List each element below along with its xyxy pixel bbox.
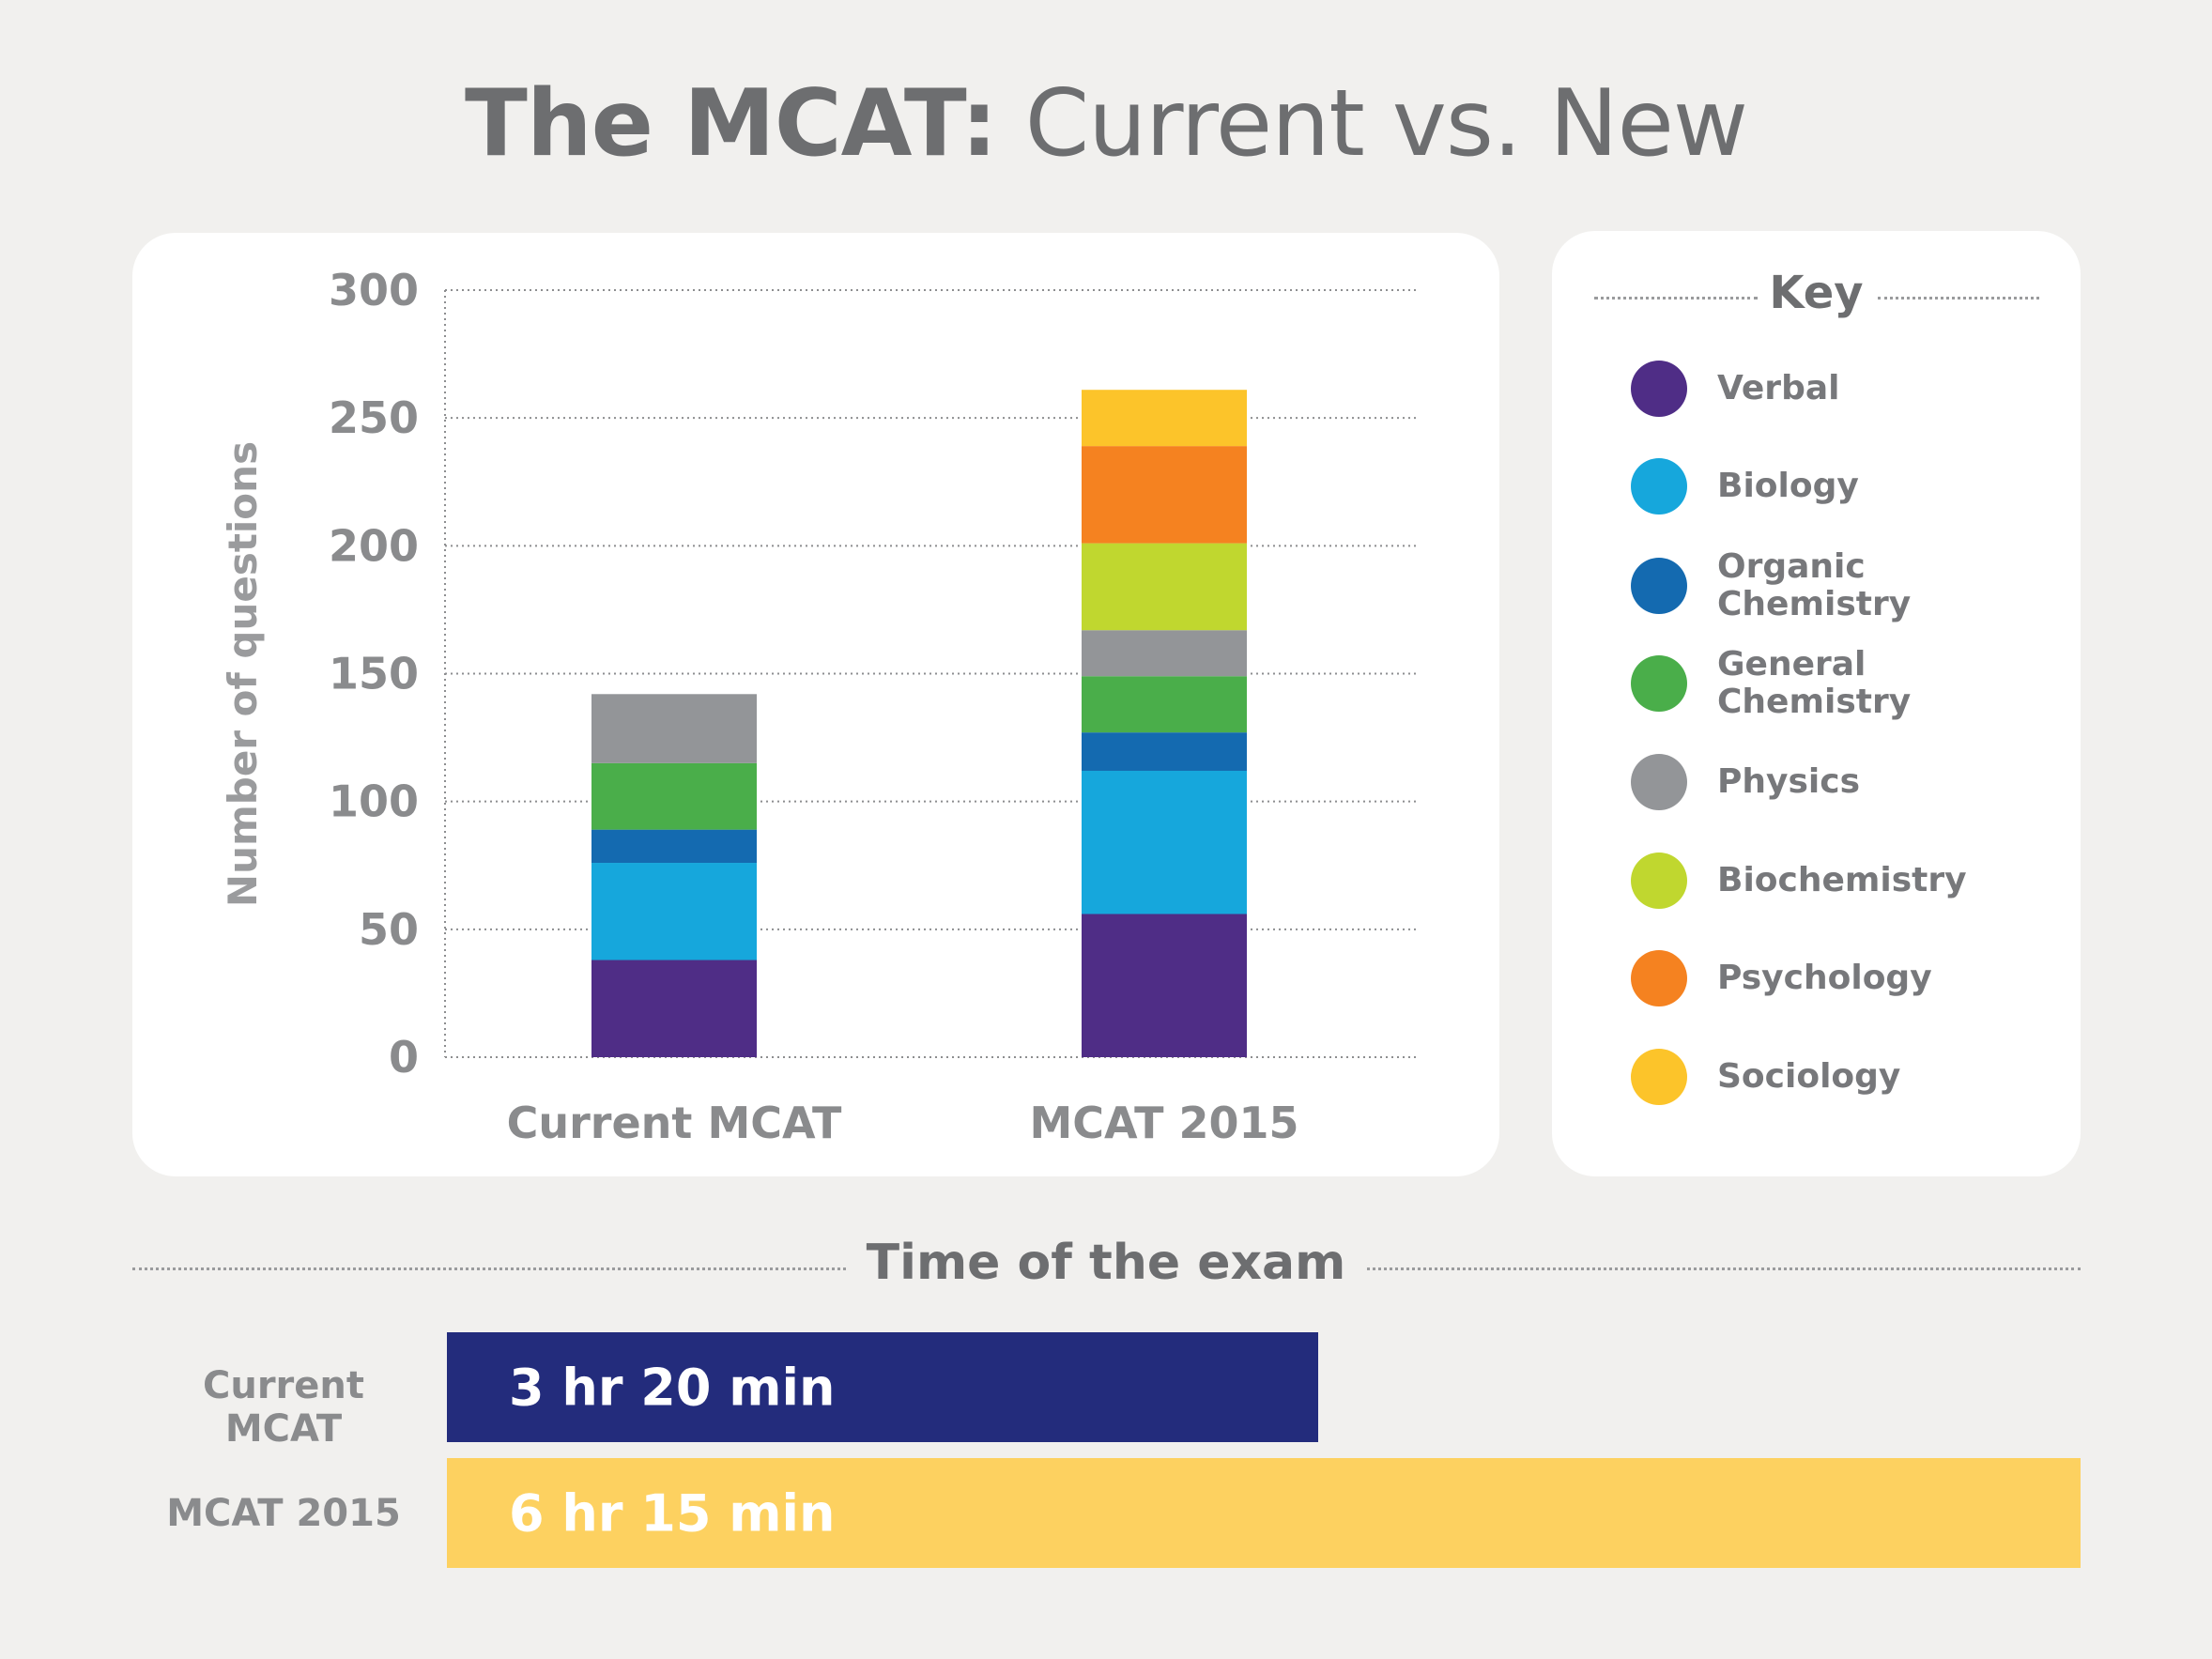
key-label: Verbal (1717, 370, 1989, 407)
bar-segment-mcat-2015-organic-chemistry (1082, 732, 1247, 771)
bar-segment-current-mcat-biology (591, 863, 757, 960)
key-label-line: Biochemistry (1717, 861, 1967, 899)
chart-panel: 0 50 100 150 200 250 300 Number of questions Cur… (132, 233, 1499, 1176)
time-row-label-new: MCAT 2015 (166, 1492, 401, 1535)
key-label-line: Chemistry (1717, 585, 1912, 623)
bar-segment-mcat-2015-general-chemistry (1082, 676, 1247, 733)
key-label: Sociology (1717, 1058, 1989, 1096)
time-bar-value-new: 6 hr 15 min (509, 1483, 836, 1543)
key-label-line: Verbal (1717, 369, 1840, 407)
bar-segment-mcat-2015-sociology (1082, 390, 1247, 447)
stacked-bar-chart: 0 50 100 150 200 250 300 Number of questions Cur… (220, 265, 1417, 1148)
x-tick-label-mcat-2015: MCAT 2015 (1030, 1098, 1299, 1148)
key-swatch-icon (1631, 853, 1687, 909)
bar-segment-current-mcat-general-chemistry (591, 762, 757, 830)
time-row-label-current: Current MCAT (202, 1364, 364, 1451)
key-swatch-icon (1631, 558, 1687, 614)
key-label-line: Organic (1717, 547, 1866, 586)
key-label: Biochemistry (1717, 862, 1989, 899)
key-label-line: Chemistry (1717, 683, 1912, 721)
key-label-line: Sociology (1717, 1057, 1901, 1096)
key-item-sociology: Sociology (1631, 1039, 2063, 1114)
bar-segment-current-mcat-physics (591, 694, 757, 763)
time-heading-label: Time of the exam (845, 1235, 1367, 1291)
y-tick-label-200: 200 (329, 520, 419, 571)
time-bar-value-current: 3 hr 20 min (509, 1358, 836, 1417)
title-light: Current vs. New (1024, 70, 1748, 177)
y-tick-label-150: 150 (329, 649, 419, 699)
key-label: Psychology (1717, 960, 1989, 997)
key-item-biology: Biology (1631, 449, 2063, 524)
key-swatch-icon (1631, 754, 1687, 810)
bar-segment-mcat-2015-verbal (1082, 914, 1247, 1057)
key-swatch-icon (1631, 1049, 1687, 1105)
key-item-general-chemistry: General Chemistry (1631, 646, 2063, 721)
key-swatch-icon (1631, 361, 1687, 417)
key-label-line: Biology (1717, 467, 1859, 505)
key-item-biochemistry: Biochemistry (1631, 843, 2063, 918)
y-tick-label-50: 50 (359, 904, 419, 955)
time-bar-current: 3 hr 20 min (447, 1332, 1318, 1442)
key-swatch-icon (1631, 950, 1687, 1006)
key-item-physics: Physics (1631, 745, 2063, 820)
y-tick-label-250: 250 (329, 392, 419, 443)
y-tick-label-100: 100 (329, 776, 419, 827)
key-label-line: Psychology (1717, 959, 1932, 997)
key-swatch-icon (1631, 458, 1687, 515)
time-heading: Time of the exam (0, 1230, 2212, 1296)
key-label: Biology (1717, 468, 1989, 505)
key-title: Key (1769, 267, 1864, 319)
key-rule-right (1878, 297, 2039, 300)
time-bar-new: 6 hr 15 min (447, 1458, 2081, 1568)
bar-segment-mcat-2015-biochemistry (1082, 543, 1247, 631)
key-label-line: General (1717, 645, 1866, 684)
y-tick-label-0: 0 (389, 1032, 419, 1083)
key-swatch-icon (1631, 655, 1687, 712)
page-title: The MCAT: Current vs. New (0, 68, 2212, 180)
key-label: Organic Chemistry (1717, 548, 1989, 623)
bar-segment-current-mcat-verbal (591, 960, 757, 1057)
key-panel: Key Verbal Biology Organic Chemistry General… (1552, 231, 2081, 1176)
y-tick-label-300: 300 (329, 265, 419, 315)
key-label: General Chemistry (1717, 646, 1989, 721)
key-item-verbal: Verbal (1631, 351, 2063, 426)
key-item-psychology: Psychology (1631, 941, 2063, 1016)
key-label: Physics (1717, 763, 1989, 801)
x-tick-label-current-mcat: Current MCAT (507, 1098, 842, 1148)
bar-segment-mcat-2015-psychology (1082, 446, 1247, 544)
bar-segment-mcat-2015-physics (1082, 630, 1247, 677)
key-item-organic-chemistry: Organic Chemistry (1631, 548, 2063, 623)
y-axis-label: Number of questions (220, 441, 266, 907)
bar-segment-mcat-2015-biology (1082, 770, 1247, 914)
title-bold: The MCAT: (464, 70, 998, 177)
key-label-line: Physics (1717, 762, 1861, 801)
key-rule-left (1594, 297, 1758, 300)
bar-segment-current-mcat-organic-chemistry (591, 829, 757, 864)
